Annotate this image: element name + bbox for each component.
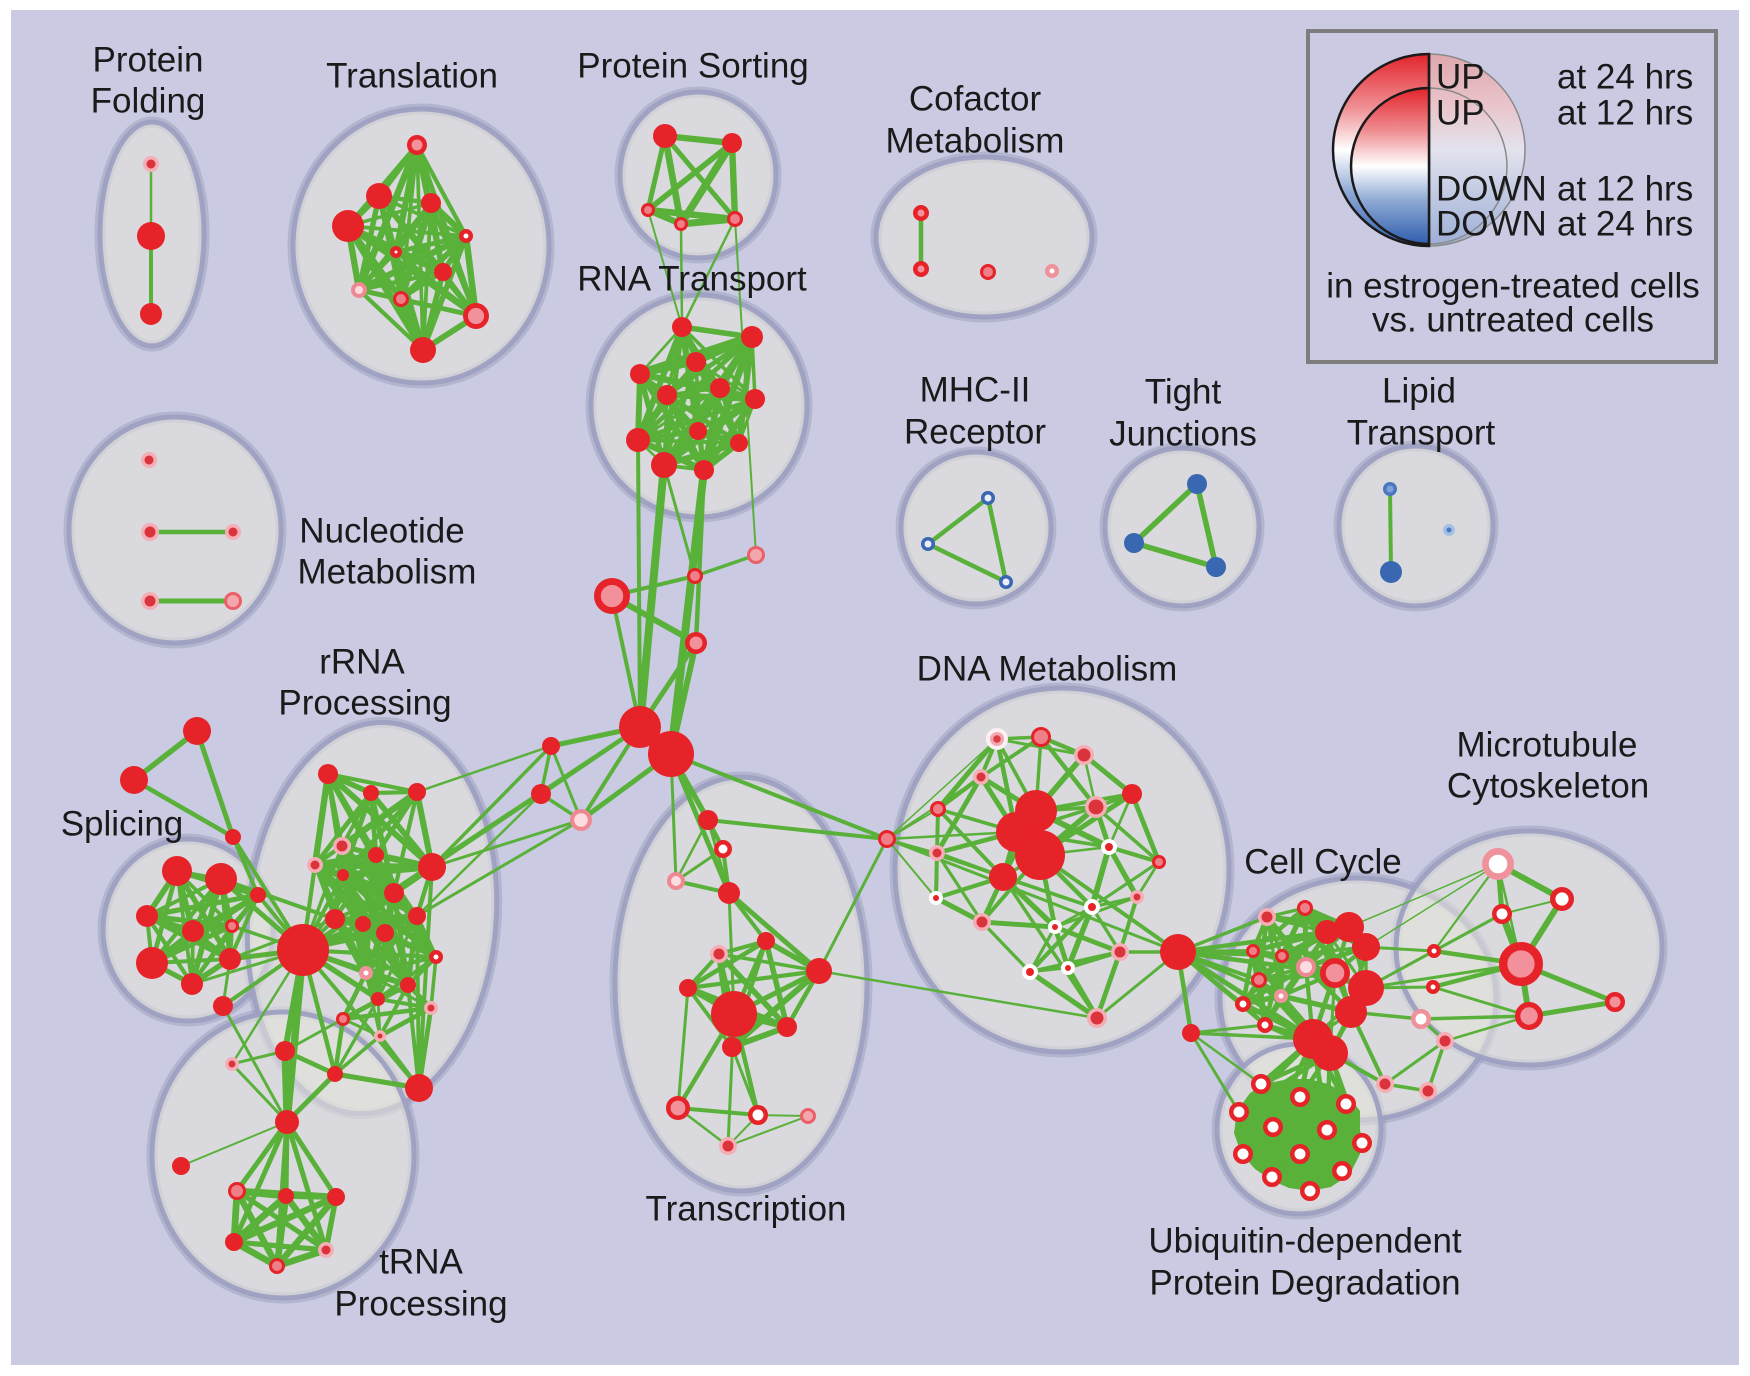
- svg-text:vs. untreated cells: vs. untreated cells: [1372, 300, 1654, 339]
- svg-text:Microtubule: Microtubule: [1457, 725, 1638, 764]
- svg-text:at 12 hrs: at 12 hrs: [1557, 93, 1693, 132]
- svg-text:Processing: Processing: [334, 1284, 507, 1323]
- svg-text:Lipid: Lipid: [1382, 371, 1456, 410]
- svg-text:rRNA: rRNA: [319, 642, 405, 681]
- svg-text:Metabolism: Metabolism: [298, 552, 477, 591]
- svg-text:UP: UP: [1436, 93, 1485, 132]
- svg-text:at 24 hrs: at 24 hrs: [1557, 57, 1693, 96]
- svg-text:DOWN: DOWN: [1436, 204, 1547, 243]
- svg-text:Metabolism: Metabolism: [886, 121, 1065, 160]
- svg-text:Receptor: Receptor: [904, 412, 1046, 451]
- svg-text:at 24 hrs: at 24 hrs: [1557, 204, 1693, 243]
- svg-text:tRNA: tRNA: [379, 1242, 463, 1281]
- svg-text:DNA Metabolism: DNA Metabolism: [917, 649, 1178, 688]
- svg-text:MHC-II: MHC-II: [920, 370, 1031, 409]
- svg-text:in estrogen-treated cells: in estrogen-treated cells: [1326, 266, 1700, 305]
- svg-text:Translation: Translation: [326, 56, 498, 95]
- svg-text:at 12 hrs: at 12 hrs: [1557, 169, 1693, 208]
- svg-text:RNA Transport: RNA Transport: [577, 259, 807, 298]
- svg-text:Processing: Processing: [278, 683, 451, 722]
- svg-text:Protein Sorting: Protein Sorting: [577, 46, 809, 85]
- svg-text:Ubiquitin-dependent: Ubiquitin-dependent: [1148, 1221, 1462, 1260]
- svg-text:Cell Cycle: Cell Cycle: [1244, 842, 1402, 881]
- svg-text:DOWN: DOWN: [1436, 169, 1547, 208]
- svg-text:Nucleotide: Nucleotide: [299, 511, 464, 550]
- svg-text:Transport: Transport: [1347, 413, 1496, 452]
- svg-text:Tight: Tight: [1145, 372, 1222, 411]
- svg-text:Cofactor: Cofactor: [909, 79, 1042, 118]
- svg-text:Protein Degradation: Protein Degradation: [1149, 1263, 1460, 1302]
- svg-text:Protein: Protein: [93, 40, 204, 79]
- svg-text:Cytoskeleton: Cytoskeleton: [1447, 766, 1649, 805]
- svg-text:Junctions: Junctions: [1109, 414, 1257, 453]
- svg-text:UP: UP: [1436, 57, 1485, 96]
- svg-text:Folding: Folding: [91, 81, 206, 120]
- svg-text:Splicing: Splicing: [61, 804, 184, 843]
- svg-text:Transcription: Transcription: [646, 1189, 847, 1228]
